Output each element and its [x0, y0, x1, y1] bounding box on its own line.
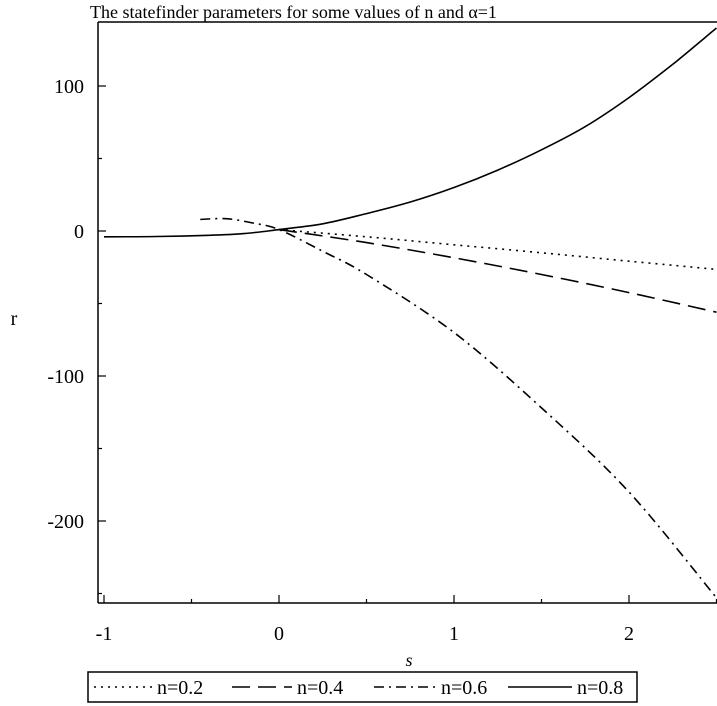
legend: n=0.2 n=0.4 n=0.6 n=0.8 — [87, 671, 638, 703]
series-line-n-0-4 — [278, 228, 717, 313]
y-tick-label: -200 — [47, 511, 84, 533]
y-tick-label: -100 — [47, 366, 84, 388]
x-tick-label: -1 — [96, 623, 113, 645]
y-axis-label: r — [11, 308, 18, 330]
axes — [97, 21, 717, 604]
legend-label: n=0.4 — [297, 677, 343, 699]
x-tick-label: 0 — [274, 623, 284, 645]
x-axis-label: s — [405, 650, 412, 670]
legend-label: n=0.6 — [441, 677, 487, 699]
series-line-n-0-6 — [200, 217, 717, 599]
x-tick-label: 2 — [624, 623, 634, 645]
y-tick-label: 100 — [54, 76, 84, 98]
y-tick-label: 0 — [74, 221, 84, 243]
legend-label: n=0.2 — [157, 677, 203, 699]
series-line-n-0-8 — [103, 27, 717, 238]
axis-ticks: -1 0 1 2 -200 -100 0 100 — [47, 76, 717, 645]
series-group — [103, 27, 717, 599]
legend-label: n=0.8 — [577, 677, 623, 699]
chart-title: The statefinder parameters for some valu… — [90, 2, 497, 22]
series-line-n-0-2 — [278, 228, 717, 271]
x-tick-label: 1 — [449, 623, 459, 645]
